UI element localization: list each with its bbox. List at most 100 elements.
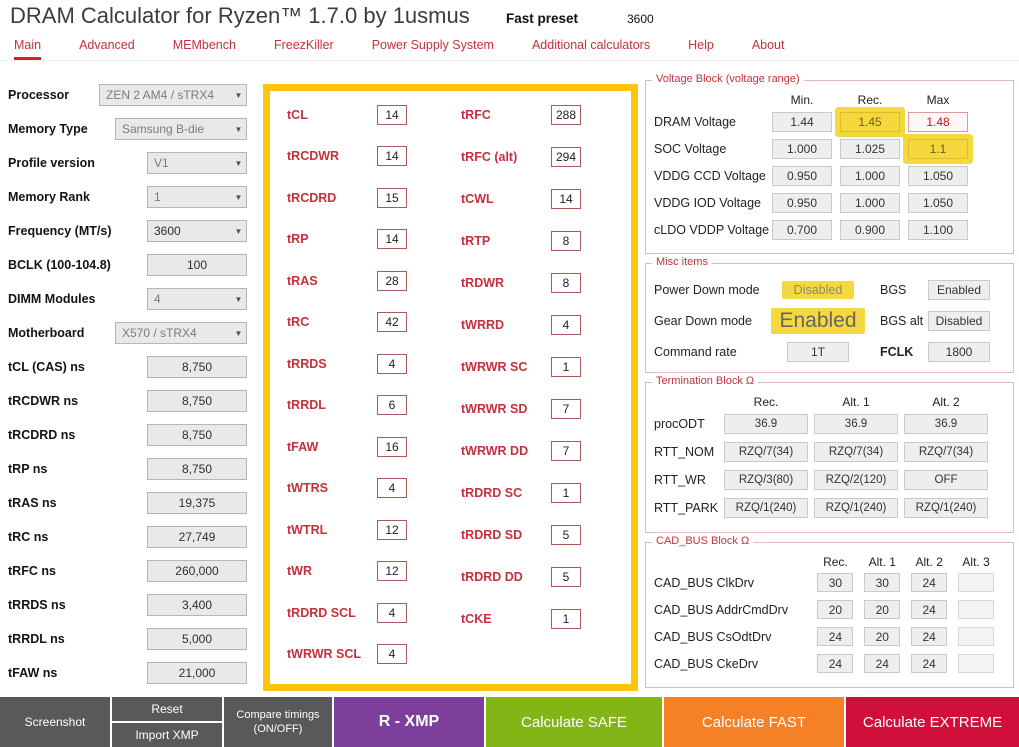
tfaw-ns-input[interactable]: 21,000 [147, 662, 247, 684]
tcl-input[interactable]: 14 [377, 104, 407, 125]
dimm-modules-select[interactable]: 4 ▼ [147, 288, 247, 310]
profile-version-value: V1 [154, 156, 169, 170]
frequency-select[interactable]: 3600 ▼ [147, 220, 247, 242]
trrds-input[interactable]: 4 [377, 353, 407, 374]
trp-ns-input[interactable]: 8,750 [147, 458, 247, 480]
trc-input[interactable]: 42 [377, 312, 407, 333]
twrrd-input[interactable]: 4 [551, 315, 581, 335]
memory-type-select[interactable]: Samsung B-die ▼ [115, 118, 247, 140]
tcl-label: tCL [287, 107, 308, 122]
processor-select[interactable]: ZEN 2 AM4 / sTRX4 ▼ [99, 84, 247, 106]
screenshot-button[interactable]: Screenshot [0, 697, 110, 747]
dram-voltage-min: 1.44 [772, 112, 832, 132]
trcdrd-ns-input[interactable]: 8,750 [147, 424, 247, 446]
trdrd-sc-input[interactable]: 1 [551, 483, 581, 503]
r-xmp-button[interactable]: R - XMP [334, 697, 484, 747]
field-row: tFAW ns 21,000 [0, 656, 258, 690]
tfaw-input[interactable]: 16 [377, 436, 407, 457]
tras-ns-input[interactable]: 19,375 [147, 492, 247, 514]
tcke-input[interactable]: 1 [551, 609, 581, 629]
csodtdrv-label: CAD_BUS CsOdtDrv [654, 629, 772, 644]
twrwr-scl-input[interactable]: 4 [377, 644, 407, 665]
memory-type-label: Memory Type [8, 122, 88, 136]
trdrd-sd-label: tRDRD SD [461, 528, 523, 542]
chevron-down-icon: ▼ [234, 192, 243, 202]
vddg-iod-max: 1.050 [908, 193, 968, 213]
trrdl-ns-input[interactable]: 5,000 [147, 628, 247, 650]
trdrd-sd-input[interactable]: 5 [551, 525, 581, 545]
field-row: Motherboard X570 / sTRX4 ▼ [0, 316, 258, 350]
cldo-vddp-voltage-label: cLDO VDDP Voltage [654, 223, 770, 237]
preset-value[interactable]: 3600 [627, 12, 654, 26]
trfc-alt-input[interactable]: 294 [551, 147, 581, 167]
command-rate-label: Command rate [654, 345, 737, 359]
nav-membench[interactable]: MEMbench [172, 38, 236, 52]
motherboard-select[interactable]: X570 / sTRX4 ▼ [115, 322, 247, 344]
nav-power-supply-system[interactable]: Power Supply System [371, 38, 494, 52]
twrwr-sd-input[interactable]: 7 [551, 399, 581, 419]
reset-button[interactable]: Reset [112, 697, 222, 721]
command-rate-value[interactable]: 1T [787, 342, 849, 362]
tcke-label: tCKE [461, 612, 492, 626]
twr-input[interactable]: 12 [377, 561, 407, 582]
gear-down-cell: Enabled [771, 308, 865, 334]
nav-main[interactable]: Main [14, 38, 42, 60]
trdrd-scl-input[interactable]: 4 [377, 602, 407, 623]
trfc-ns-input[interactable]: 260,000 [147, 560, 247, 582]
addrcmddrv-alt1: 20 [864, 600, 901, 619]
ckedrv-row: CAD_BUS CkeDrv 24 24 24 [654, 654, 1005, 673]
trdwr-input[interactable]: 8 [551, 273, 581, 293]
bclk-input[interactable]: 100 [147, 254, 247, 276]
twtrs-label: tWTRS [287, 481, 328, 496]
bgs-value[interactable]: Enabled [928, 280, 990, 300]
trtp-input[interactable]: 8 [551, 231, 581, 251]
trcdwr-input[interactable]: 14 [377, 146, 407, 167]
vddg-iod-min: 0.950 [772, 193, 832, 213]
trcdwr-ns-input[interactable]: 8,750 [147, 390, 247, 412]
twrwr-dd-input[interactable]: 7 [551, 441, 581, 461]
cad-bus-column-headers: Rec. Alt. 1 Alt. 2 Alt. 3 [654, 555, 1005, 569]
termination-block-title: Termination Block Ω [652, 375, 759, 387]
nav-help[interactable]: Help [688, 38, 714, 52]
import-xmp-button[interactable]: Import XMP [112, 723, 222, 747]
frequency-label: Frequency (MT/s) [8, 224, 112, 238]
clkdrv-label: CAD_BUS ClkDrv [654, 575, 755, 590]
trfc-alt-label: tRFC (alt) [461, 150, 518, 164]
tras-input[interactable]: 28 [377, 270, 407, 291]
twrwr-sc-input[interactable]: 1 [551, 357, 581, 377]
trrdl-input[interactable]: 6 [377, 395, 407, 416]
nav-freezkiller[interactable]: FreezKiller [273, 38, 334, 52]
rtt-wr-label: RTT_WR [654, 473, 706, 487]
rtt-nom-rec: RZQ/7(34) [724, 442, 808, 462]
calculate-safe-button[interactable]: Calculate SAFE [486, 697, 662, 747]
trcdrd-input[interactable]: 15 [377, 187, 407, 208]
power-down-value[interactable]: Disabled [781, 281, 855, 299]
field-row: BCLK (100-104.8) 100 [0, 248, 258, 282]
fclk-value[interactable]: 1800 [928, 342, 990, 362]
nav-advanced[interactable]: Advanced [79, 38, 135, 52]
calculate-fast-button[interactable]: Calculate FAST [664, 697, 844, 747]
compare-timings-button[interactable]: Compare timings (ON/OFF) [224, 697, 332, 747]
trdrd-dd-input[interactable]: 5 [551, 567, 581, 587]
ckedrv-alt3 [958, 654, 995, 673]
nav-additional-calculators[interactable]: Additional calculators [531, 38, 651, 52]
trrds-ns-input[interactable]: 3,400 [147, 594, 247, 616]
bgs-alt-value[interactable]: Disabled [928, 311, 990, 331]
chevron-down-icon: ▼ [234, 294, 243, 304]
twtrs-input[interactable]: 4 [377, 478, 407, 499]
profile-version-select[interactable]: V1 ▼ [147, 152, 247, 174]
timing-row: tRP 14 [287, 228, 407, 252]
nav-about[interactable]: About [751, 38, 785, 52]
memory-rank-select[interactable]: 1 ▼ [147, 186, 247, 208]
trc-ns-input[interactable]: 27,749 [147, 526, 247, 548]
tcwl-input[interactable]: 14 [551, 189, 581, 209]
gear-down-value[interactable]: Enabled [771, 308, 865, 334]
trp-input[interactable]: 14 [377, 229, 407, 250]
timing-row: tRCDWR 14 [287, 145, 407, 169]
tcl-ns-input[interactable]: 8,750 [147, 356, 247, 378]
twtrl-input[interactable]: 12 [377, 519, 407, 540]
trfc-input[interactable]: 288 [551, 105, 581, 125]
tfaw-ns-label: tFAW ns [8, 666, 58, 680]
calculate-extreme-button[interactable]: Calculate EXTREME [846, 697, 1019, 747]
dram-voltage-row: DRAM Voltage 1.44 1.45 1.48 [654, 112, 1005, 132]
